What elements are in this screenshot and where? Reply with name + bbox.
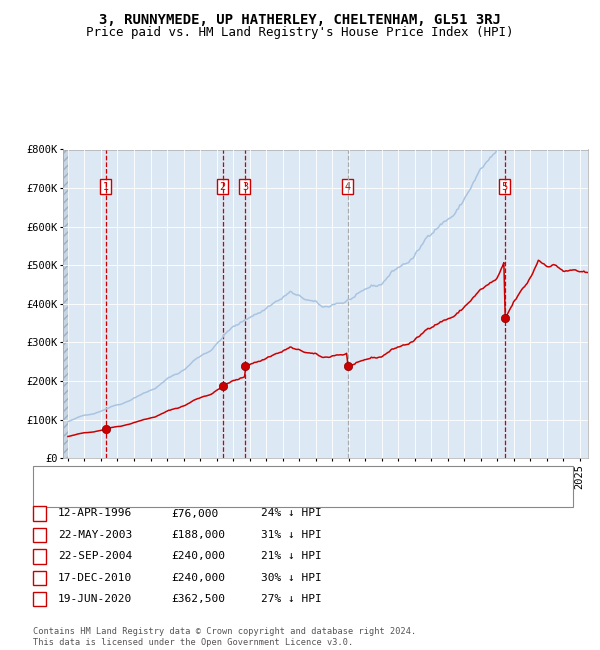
Text: 3, RUNNYMEDE, UP HATHERLEY, CHELTENHAM, GL51 3RJ (detached house): 3, RUNNYMEDE, UP HATHERLEY, CHELTENHAM, … <box>72 469 462 480</box>
Text: £76,000: £76,000 <box>171 508 218 519</box>
Text: 4: 4 <box>37 573 43 583</box>
Text: 3, RUNNYMEDE, UP HATHERLEY, CHELTENHAM, GL51 3RJ: 3, RUNNYMEDE, UP HATHERLEY, CHELTENHAM, … <box>99 13 501 27</box>
Text: 17-DEC-2010: 17-DEC-2010 <box>58 573 133 583</box>
Text: 3: 3 <box>242 181 248 192</box>
Text: Price paid vs. HM Land Registry's House Price Index (HPI): Price paid vs. HM Land Registry's House … <box>86 26 514 39</box>
Text: HPI: Average price, detached house, Cheltenham: HPI: Average price, detached house, Chel… <box>72 493 348 504</box>
Text: 2: 2 <box>37 530 43 540</box>
Text: 3: 3 <box>37 551 43 562</box>
Text: 21% ↓ HPI: 21% ↓ HPI <box>261 551 322 562</box>
Text: 27% ↓ HPI: 27% ↓ HPI <box>261 594 322 604</box>
Text: 31% ↓ HPI: 31% ↓ HPI <box>261 530 322 540</box>
Text: £240,000: £240,000 <box>171 573 225 583</box>
Text: 5: 5 <box>502 181 508 192</box>
Text: 2: 2 <box>220 181 226 192</box>
Text: 1: 1 <box>103 181 109 192</box>
Text: 30% ↓ HPI: 30% ↓ HPI <box>261 573 322 583</box>
Text: 24% ↓ HPI: 24% ↓ HPI <box>261 508 322 519</box>
Text: 1: 1 <box>37 508 43 519</box>
Text: 4: 4 <box>345 181 351 192</box>
Text: £240,000: £240,000 <box>171 551 225 562</box>
Bar <box>63 150 68 458</box>
Text: £188,000: £188,000 <box>171 530 225 540</box>
Text: 19-JUN-2020: 19-JUN-2020 <box>58 594 133 604</box>
Text: 22-SEP-2004: 22-SEP-2004 <box>58 551 133 562</box>
Bar <box>63 150 68 458</box>
Text: £362,500: £362,500 <box>171 594 225 604</box>
Text: 12-APR-1996: 12-APR-1996 <box>58 508 133 519</box>
Text: 5: 5 <box>37 594 43 604</box>
Text: 22-MAY-2003: 22-MAY-2003 <box>58 530 133 540</box>
Text: Contains HM Land Registry data © Crown copyright and database right 2024.
This d: Contains HM Land Registry data © Crown c… <box>33 627 416 647</box>
